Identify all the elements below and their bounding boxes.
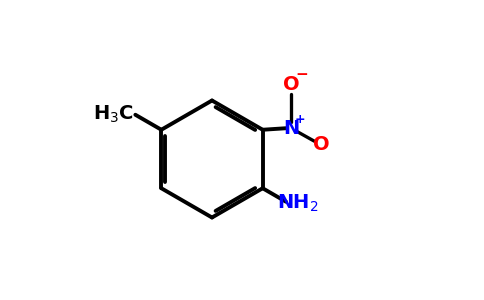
Text: N: N [283, 119, 299, 138]
Text: H$_3$C: H$_3$C [93, 104, 134, 125]
Text: NH$_2$: NH$_2$ [277, 193, 318, 214]
Text: +: + [295, 113, 305, 126]
Text: O: O [313, 135, 330, 154]
Text: −: − [295, 67, 308, 82]
Text: O: O [283, 75, 300, 94]
